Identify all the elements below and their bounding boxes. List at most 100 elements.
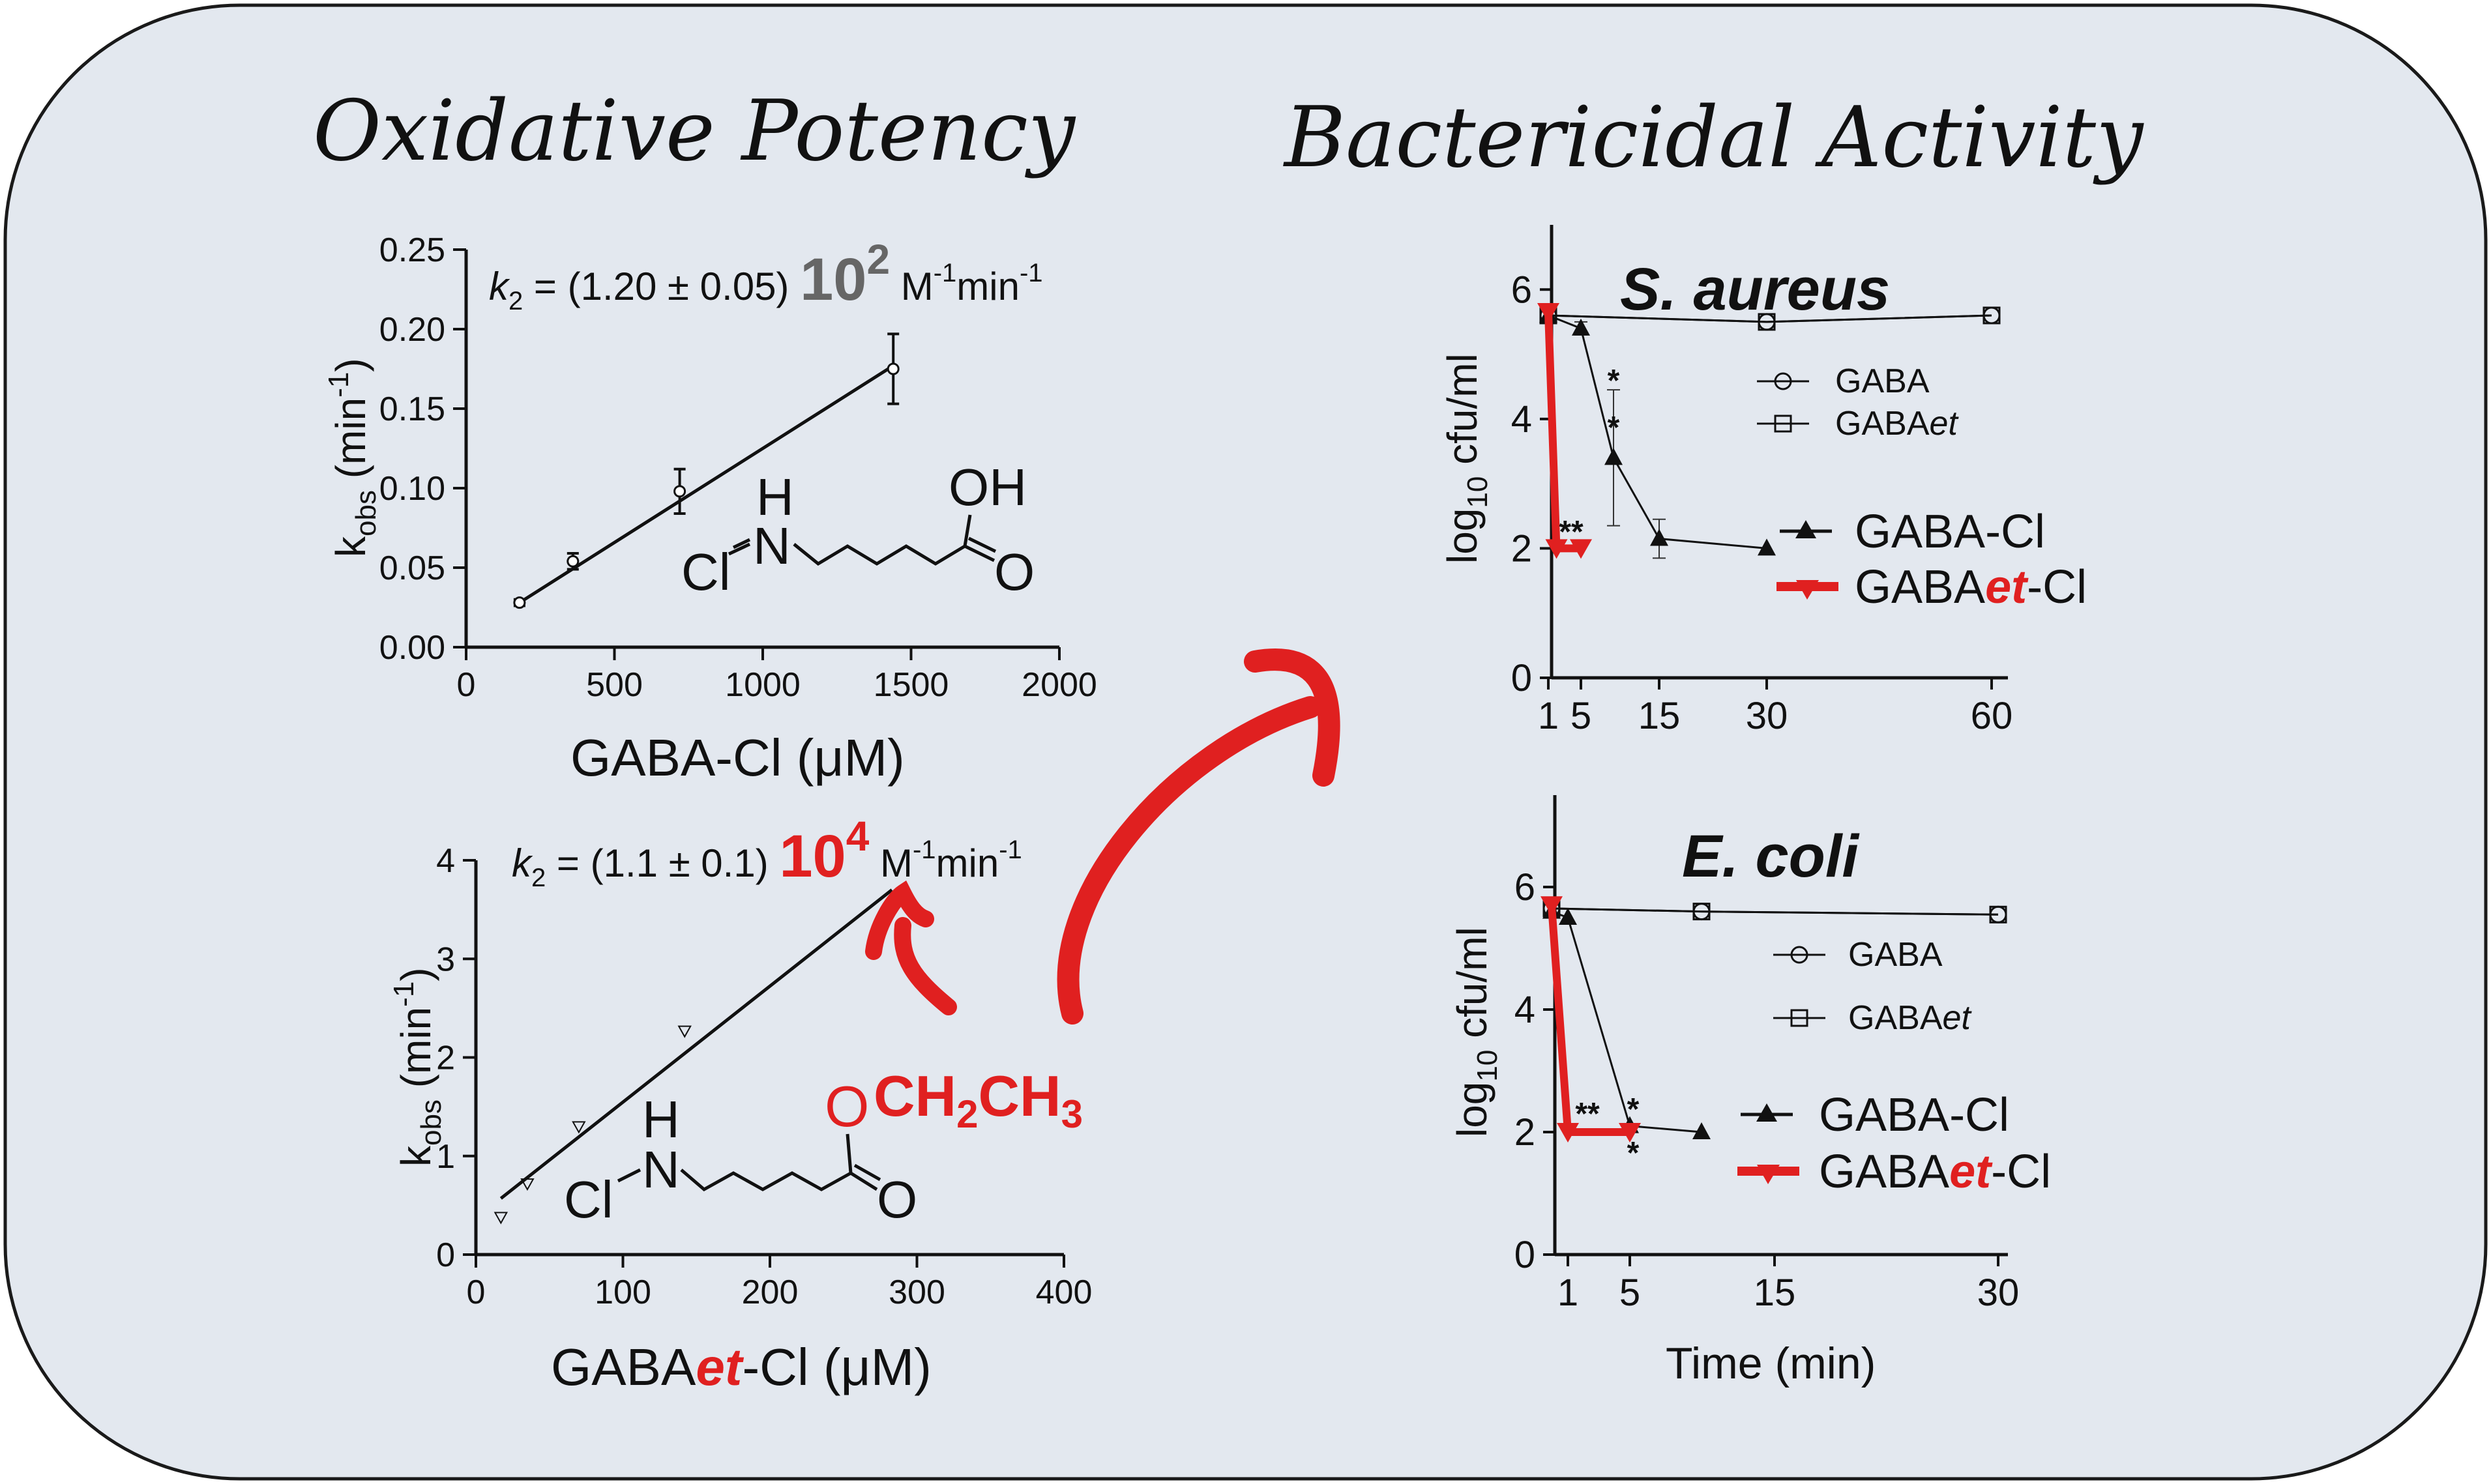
y-axis-label-gaba-cl: kobs (min-1) bbox=[323, 358, 382, 557]
x-tick-label: 60 bbox=[1971, 695, 2013, 737]
x-axis-label-gaba-cl: GABA-Cl (μM) bbox=[570, 729, 905, 787]
data-point bbox=[1537, 303, 1559, 323]
y-tick-label: 0.10 bbox=[379, 470, 445, 508]
legend-label-gabaet: GABAet bbox=[1835, 405, 1959, 443]
data-point bbox=[1692, 1122, 1711, 1139]
legend-label-gabaet-cl: GABAet-Cl bbox=[1819, 1146, 2051, 1198]
y-tick-label: 2 bbox=[436, 1040, 455, 1077]
data-point bbox=[1559, 908, 1577, 925]
y-tick-label: 0.05 bbox=[379, 549, 445, 587]
y-tick-label: 0.15 bbox=[379, 390, 445, 428]
chart-title-s-aureus: S. aureus bbox=[1620, 256, 1890, 323]
legend-label-gaba-cl: GABA-Cl bbox=[1819, 1089, 2009, 1141]
significance-marker: * bbox=[1608, 411, 1620, 445]
fit-line bbox=[518, 364, 894, 604]
x-tick-label: 5 bbox=[1570, 695, 1591, 737]
molecule-oh: OH bbox=[949, 458, 1027, 516]
data-point bbox=[513, 596, 526, 609]
molecule-o: O bbox=[877, 1171, 917, 1229]
data-point bbox=[494, 1212, 509, 1225]
data-point bbox=[520, 1178, 535, 1191]
legend-item-gaba-cl: GABA-Cl bbox=[1780, 506, 2045, 558]
legend-item-gaba: GABA bbox=[1757, 362, 1930, 400]
x-tick-label: 2000 bbox=[1022, 666, 1097, 704]
y-axis-label-gabaet-cl: kobs (min-1) bbox=[388, 967, 447, 1167]
x-tick-label: 15 bbox=[1754, 1272, 1796, 1314]
data-point bbox=[1545, 539, 1568, 559]
significance-marker: * bbox=[1627, 1136, 1640, 1171]
data-point bbox=[673, 485, 686, 498]
legend-item-gaba: GABA bbox=[1773, 936, 1943, 974]
legend-label-gaba-cl: GABA-Cl bbox=[1855, 506, 2045, 558]
red-arrow-to-bactericidal bbox=[1057, 648, 1340, 1025]
y-tick-label: 3 bbox=[436, 940, 455, 978]
data-point bbox=[1619, 1123, 1641, 1142]
data-point bbox=[1650, 529, 1668, 546]
molecule-cl: Cl bbox=[564, 1171, 613, 1229]
heading-oxidative-potency: Oxidative Potency bbox=[313, 83, 1076, 180]
legend-item-gaba-cl: GABA-Cl bbox=[1741, 1089, 2009, 1141]
x-tick-label: 100 bbox=[595, 1273, 651, 1311]
x-axis-label-gabaet-cl: GABAet-Cl (μM) bbox=[551, 1338, 932, 1396]
legend-e-coli: GABA GABAet GABA-Cl GABAet-Cl bbox=[1737, 936, 2051, 1198]
x-tick-label: 5 bbox=[1619, 1272, 1640, 1314]
series-line-gaba-cl bbox=[1551, 910, 1702, 1133]
data-point bbox=[572, 1121, 586, 1134]
significance-marker: * bbox=[1608, 364, 1620, 398]
legend-item-gabaet: GABAet bbox=[1757, 405, 1959, 443]
significance-marker: * bbox=[1627, 1092, 1640, 1127]
y-tick-label: 0.20 bbox=[379, 311, 445, 349]
molecule-ester-o: O bbox=[825, 1074, 869, 1139]
chart-title-e-coli: E. coli bbox=[1682, 823, 1860, 890]
x-tick-label: 15 bbox=[1638, 695, 1681, 737]
x-tick-label: 30 bbox=[1746, 695, 1788, 737]
x-tick-label: 0 bbox=[457, 666, 476, 704]
data-point bbox=[1557, 1123, 1579, 1142]
molecule-n: N bbox=[753, 517, 791, 575]
y-tick-label: 0.25 bbox=[379, 231, 445, 269]
y-tick-label: 4 bbox=[1514, 989, 1535, 1031]
molecule-h: H bbox=[756, 468, 794, 526]
x-tick-label: 1 bbox=[1557, 1272, 1578, 1314]
x-axis-label-time: Time (min) bbox=[1666, 1339, 1876, 1388]
molecule-o: O bbox=[994, 543, 1035, 601]
legend-label-gaba: GABA bbox=[1848, 936, 1943, 974]
significance-marker: ** bbox=[1575, 1097, 1600, 1131]
data-point bbox=[1989, 905, 2007, 924]
data-point bbox=[1604, 448, 1623, 465]
chart-gabaet-cl: k2 = (1.1 ± 0.1) 104 M-1min-1 H N Cl O C… bbox=[388, 813, 1092, 1396]
molecule-n: N bbox=[642, 1141, 680, 1199]
x-tick-label: 1 bbox=[1538, 695, 1559, 737]
data-point bbox=[1572, 318, 1590, 336]
y-tick-label: 4 bbox=[1511, 398, 1532, 441]
molecule-bonds bbox=[732, 538, 751, 549]
legend-item-gabaet-cl: GABAet-Cl bbox=[1776, 561, 2087, 613]
series-line-gabaet bbox=[1551, 907, 1999, 916]
x-tick-label: 300 bbox=[889, 1273, 945, 1311]
data-point bbox=[1570, 539, 1592, 559]
legend-label-gabaet-cl: GABAet-Cl bbox=[1855, 561, 2087, 613]
molecule-gaba-cl: H N Cl OH O bbox=[681, 458, 1035, 601]
y-tick-label: 0 bbox=[1514, 1234, 1535, 1276]
y-tick-label: 0 bbox=[1511, 657, 1532, 699]
legend-s-aureus: GABA GABAet GABA-Cl GABAet-Cl bbox=[1757, 362, 2087, 613]
data-point bbox=[1758, 538, 1776, 556]
y-axis-label-e-coli: log10 cfu/ml bbox=[1449, 927, 1503, 1137]
data-point bbox=[887, 362, 900, 375]
significance-marker: ** bbox=[1559, 515, 1584, 549]
x-tick-label: 0 bbox=[467, 1273, 486, 1311]
y-tick-label: 0 bbox=[436, 1236, 455, 1274]
legend-item-gabaet-cl: GABAet-Cl bbox=[1737, 1146, 2051, 1198]
y-axis-label-s-aureus: log10 cfu/ml bbox=[1439, 353, 1494, 564]
legend-item-gabaet: GABAet bbox=[1773, 999, 1972, 1037]
y-tick-label: 2 bbox=[1511, 527, 1532, 570]
molecule-gabaet-cl: H N Cl O CH2CH3 O bbox=[564, 1064, 1083, 1229]
molecule-skeleton bbox=[617, 1133, 881, 1192]
red-arrow-to-rate bbox=[865, 880, 957, 1015]
molecule-h: H bbox=[642, 1090, 680, 1148]
y-tick-label: 1 bbox=[436, 1138, 455, 1176]
x-tick-label: 1500 bbox=[874, 666, 949, 704]
molecule-cl: Cl bbox=[681, 543, 731, 601]
